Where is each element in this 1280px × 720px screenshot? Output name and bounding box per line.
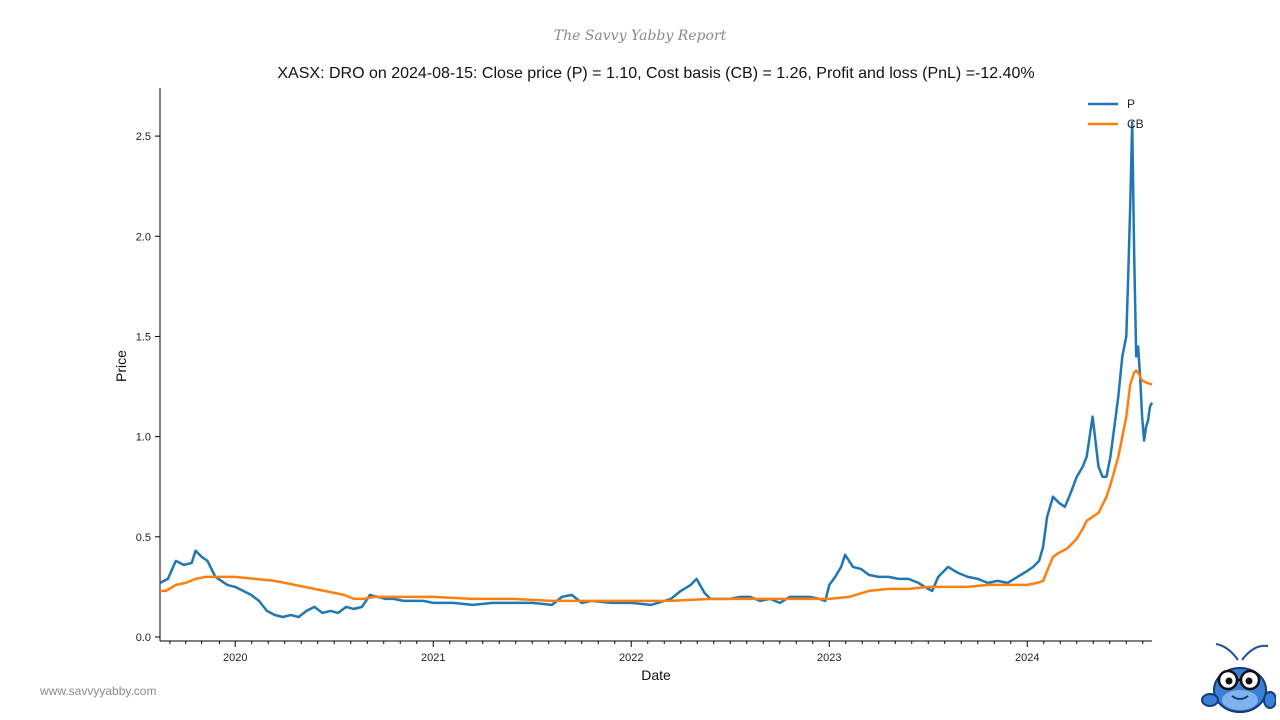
chart-title: XASX: DRO on 2024-08-15: Close price (P)… xyxy=(277,65,1034,82)
y-tick-label: 0.0 xyxy=(136,632,151,644)
brand-header: The Savvy Yabby Report xyxy=(553,28,727,44)
x-tick-label: 2024 xyxy=(1015,652,1039,664)
series-line-p xyxy=(159,120,1154,619)
website-url: www.savvyyabby.com xyxy=(40,684,157,698)
y-tick-label: 0.5 xyxy=(136,532,151,544)
x-tick-label: 2020 xyxy=(223,652,247,664)
legend-label-p: P xyxy=(1127,97,1135,111)
yabby-mascot-logo xyxy=(1201,643,1276,713)
legend-label-cb: CB xyxy=(1127,117,1144,131)
series-line-cb xyxy=(160,369,1153,603)
y-tick-label: 1.0 xyxy=(136,432,151,444)
y-axis-label: Price xyxy=(113,350,129,382)
x-tick-label: 2022 xyxy=(619,652,643,664)
x-tick-label: 2023 xyxy=(817,652,841,664)
axes: 0.0 0.5 1.0 1.5 2.0 2.5 2020 2021 2022 2023 2024 xyxy=(136,88,1152,664)
x-tick-label: 2021 xyxy=(421,652,445,664)
legend: P CB xyxy=(1088,97,1144,131)
y-tick-label: 2.5 xyxy=(136,131,151,143)
y-tick-label: 1.5 xyxy=(136,331,151,343)
series-layer xyxy=(159,120,1154,619)
x-axis-label: Date xyxy=(641,667,671,683)
y-tick-label: 2.0 xyxy=(136,231,151,243)
